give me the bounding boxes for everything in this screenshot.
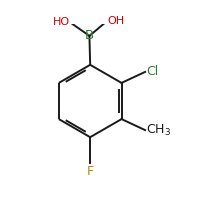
Text: Cl: Cl [146,65,159,78]
Text: CH$_3$: CH$_3$ [146,123,171,138]
Text: F: F [87,165,94,178]
Text: B: B [85,29,94,42]
Text: HO: HO [53,17,70,27]
Text: OH: OH [107,16,125,26]
